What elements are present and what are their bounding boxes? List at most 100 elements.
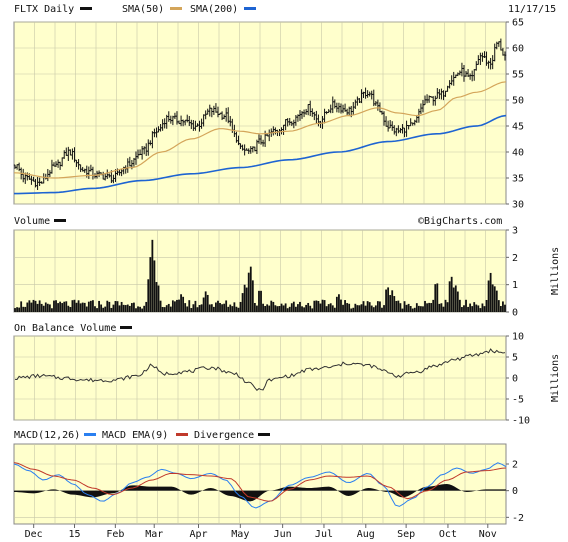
volume-bar [212, 306, 215, 312]
macd-legend-swatch [84, 433, 96, 436]
volume-bar [192, 304, 195, 312]
volume-bar [44, 302, 47, 312]
macd-ema-line [13, 462, 507, 502]
volume-bar [307, 302, 310, 312]
volume-bar [114, 301, 117, 312]
volume-bar [106, 300, 109, 312]
volume-bar [147, 279, 150, 312]
volume-bar [331, 305, 334, 312]
volume-bar [190, 308, 193, 312]
volume-bar [34, 300, 37, 312]
x-tick-label: Dec [25, 529, 43, 540]
volume-bar [311, 308, 314, 312]
volume-bar [169, 306, 172, 312]
volume-bar [223, 303, 226, 312]
volume-bar [321, 299, 324, 312]
volume-bar [364, 305, 367, 312]
divergence-legend-swatch [258, 433, 270, 436]
volume-bar [317, 300, 320, 312]
volume-bar [360, 304, 363, 312]
volume-bar [264, 306, 267, 312]
y-tick-label: 50 [512, 96, 524, 107]
volume-bar [77, 300, 80, 312]
volume-bar [53, 300, 55, 312]
volume-bar [61, 303, 64, 312]
volume-bar [167, 303, 170, 312]
x-tick-label: 15 [68, 529, 80, 540]
sma50-legend-swatch [170, 7, 182, 10]
volume-bar [469, 303, 472, 312]
volume-bar [249, 266, 252, 312]
volume-bar [305, 304, 308, 312]
volume-bar [233, 302, 236, 312]
symbol-label: FLTX Daily [14, 4, 74, 15]
x-tick-label: Sep [397, 529, 415, 540]
x-tick-label: Nov [479, 529, 497, 540]
volume-bar [475, 304, 478, 312]
volume-bar [217, 300, 219, 312]
volume-bar [290, 303, 293, 312]
macd-ema-title: MACD EMA(9) [102, 430, 168, 441]
volume-panel: 0 1 2 3 Millions [13, 226, 561, 319]
volume-bar [204, 291, 207, 312]
volume-bar [424, 300, 426, 312]
volume-title: Volume [14, 216, 50, 227]
volume-bar [120, 301, 123, 312]
volume-bar [85, 306, 88, 312]
volume-bar [502, 301, 504, 312]
volume-bar [325, 306, 328, 312]
volume-bar [28, 300, 31, 312]
x-tick-label: Aug [357, 529, 375, 540]
volume-bar [444, 299, 447, 312]
volume-bar [286, 308, 289, 312]
volume-bar [184, 303, 187, 312]
volume-bar [471, 306, 474, 312]
volume-bar [481, 303, 484, 312]
volume-bar [14, 308, 16, 312]
volume-bar [452, 287, 455, 312]
volume-bar [389, 295, 392, 312]
volume-bar [122, 304, 125, 312]
obv-grid [14, 335, 506, 421]
volume-bar [153, 260, 156, 312]
volume-bar [137, 306, 139, 312]
volume-bar [450, 276, 453, 312]
volume-bar [268, 305, 271, 312]
volume-bar [161, 306, 164, 312]
price-legend-swatch [80, 7, 92, 10]
volume-bar [335, 296, 338, 312]
volume-bar [432, 299, 435, 312]
volume-bar [241, 293, 244, 312]
volume-bar [358, 305, 361, 312]
volume-bar [133, 302, 135, 312]
volume-bar [383, 305, 385, 312]
volume-bar [141, 308, 144, 312]
volume-bar [208, 304, 211, 312]
volume-bar [438, 303, 441, 312]
volume-bar [385, 289, 387, 312]
volume-bar [221, 304, 223, 312]
volume-bar [126, 304, 129, 312]
volume-bar [40, 303, 43, 312]
volume-bar [96, 308, 98, 312]
obv-axis: -10 -5 0 5 10 [506, 332, 530, 427]
obv-title: On Balance Volume [14, 323, 116, 334]
chart-date: 11/17/15 [508, 4, 556, 15]
volume-bar [174, 301, 176, 312]
volume-bars [14, 239, 506, 312]
volume-bar [329, 303, 332, 312]
volume-bar [376, 301, 379, 312]
volume-bar [415, 303, 418, 312]
volume-bar [163, 307, 166, 312]
y-tick-label: 40 [512, 148, 524, 159]
y-tick-label: 3 [512, 226, 518, 237]
macd-title: MACD(12,26) [14, 430, 80, 441]
volume-bar [18, 307, 21, 312]
volume-bar [227, 306, 230, 312]
volume-bar [251, 280, 254, 312]
volume-bar [413, 307, 416, 312]
volume-bar [219, 302, 221, 312]
volume-bar [387, 287, 390, 312]
volume-bar [313, 300, 316, 312]
obv-line [15, 348, 506, 391]
